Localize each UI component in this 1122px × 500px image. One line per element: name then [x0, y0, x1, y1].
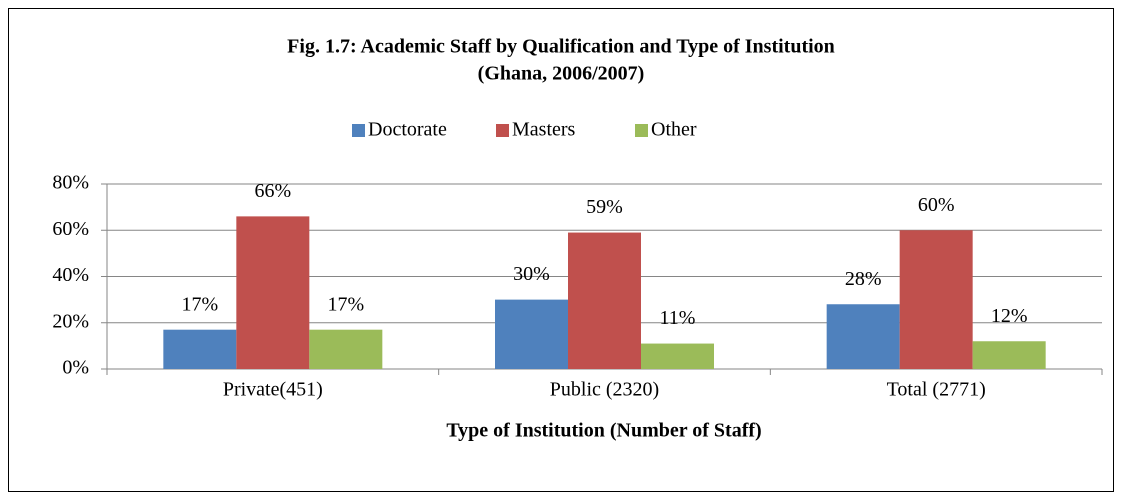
data-label: 66%: [254, 180, 291, 202]
data-label: 11%: [660, 307, 696, 329]
bar: [899, 230, 973, 369]
legend-label: Other: [651, 119, 697, 141]
bar: [641, 343, 714, 369]
x-tick-label: Public (2320): [550, 379, 659, 401]
legend-label: Masters: [512, 119, 576, 141]
bar: [309, 329, 383, 369]
legend-swatch: [352, 124, 365, 137]
y-tick-label: 40%: [52, 264, 89, 286]
x-tick-label: Total (2771): [887, 379, 986, 401]
data-label: 17%: [327, 293, 364, 315]
y-tick-label: 80%: [52, 172, 89, 194]
bar: [568, 232, 641, 369]
y-tick-label: 0%: [62, 357, 89, 379]
data-label: 59%: [586, 196, 623, 218]
y-tick-label: 60%: [52, 218, 89, 240]
bar: [972, 341, 1046, 369]
bar: [163, 329, 237, 369]
data-label: 60%: [918, 194, 955, 216]
data-label: 28%: [845, 268, 882, 290]
legend-swatch: [635, 124, 648, 137]
data-label: 30%: [513, 263, 550, 285]
chart-title: Fig. 1.7: Academic Staff by Qualificatio…: [287, 36, 835, 58]
y-tick-label: 20%: [52, 310, 89, 332]
bar: [826, 304, 900, 369]
legend-swatch: [496, 124, 509, 137]
bar: [495, 299, 568, 369]
data-label: 12%: [991, 305, 1028, 327]
bar: [236, 216, 310, 369]
x-tick-label: Private(451): [223, 379, 323, 401]
x-axis-label: Type of Institution (Number of Staff): [446, 420, 761, 442]
chart-subtitle: (Ghana, 2006/2007): [478, 63, 645, 85]
legend-label: Doctorate: [368, 119, 447, 141]
data-label: 17%: [181, 293, 218, 315]
